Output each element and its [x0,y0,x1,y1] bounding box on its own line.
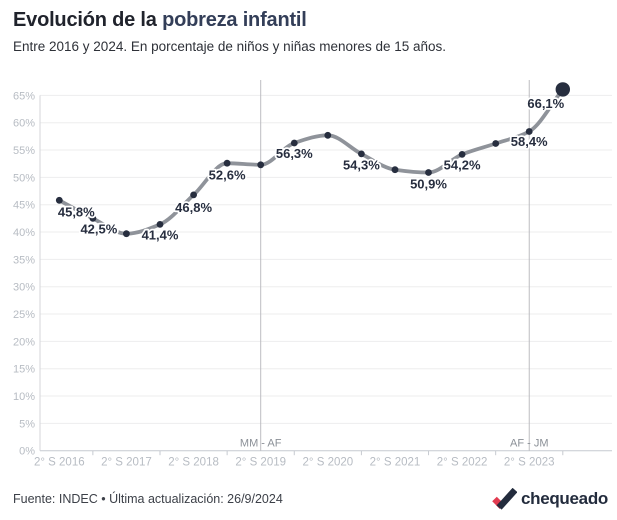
point-value-label: 58,4% [511,134,548,149]
data-point[interactable] [156,221,164,228]
point-value-label: 41,4% [142,228,179,243]
y-axis-label: 5% [19,418,35,430]
point-value-label: 46,8% [175,200,212,215]
data-point[interactable] [324,131,332,139]
data-point[interactable] [358,150,365,158]
x-axis-label: 2° S 2016 [34,457,85,469]
x-axis-ticks [92,450,564,456]
x-axis-label: 2° S 2023 [504,457,555,469]
data-point[interactable] [492,140,500,147]
chart-subtitle: Entre 2016 y 2024. En porcentaje de niño… [13,39,447,54]
x-axis-label: 2° S 2019 [235,457,286,469]
page-title: Evolución de la pobreza infantil [13,8,603,32]
poverty-trend-line [57,87,565,236]
point-value-label: 54,2% [444,158,481,173]
title-highlight: pobreza infantil [162,9,307,31]
y-axis-label: 30% [13,282,35,294]
y-axis-label: 25% [13,309,35,321]
data-points [55,82,570,238]
y-axis-label: 65% [13,90,35,102]
annotation-label: AF - JM [510,438,549,450]
y-axis-label: 10% [13,391,35,403]
x-axis-label: 2° S 2021 [370,457,421,469]
data-point[interactable] [525,128,533,135]
y-axis-label: 35% [13,254,35,266]
y-axis-label: 0% [19,446,35,458]
point-value-label: 50,9% [410,177,447,192]
y-axis-label: 20% [13,336,35,348]
data-point[interactable] [425,169,432,176]
point-value-label: 56,3% [276,146,313,161]
data-point[interactable] [123,230,130,238]
point-value-label: 42,5% [80,221,117,236]
x-axis-label: 2° S 2020 [303,457,354,469]
y-axis-labels: 0% 5% 10% 15% 20% 25% 30% 35% 40% 45% 50% 55% 60% 65% [13,90,35,457]
title-prefix: Evolución de la [13,9,163,31]
point-value-label: 54,3% [343,157,380,172]
data-point[interactable] [55,196,63,204]
x-axis-label: 2° S 2022 [437,457,488,469]
x-axis-label: 2° S 2018 [168,457,219,469]
chequeado-logo[interactable]: chequeado [492,487,608,511]
chart-canvas: 0% 5% 10% 15% 20% 25% 30% 35% 40% 45% 50% 55% 60% 65%… [13,80,612,469]
y-axis-label: 50% [13,172,35,184]
data-point[interactable] [223,159,231,167]
point-value-label: 66,1% [527,96,564,111]
source-note: Fuente: INDEC • Última actualización: 26… [13,492,283,506]
data-point[interactable] [190,191,198,199]
y-axis-label: 55% [13,145,35,157]
x-axis-label: 2° S 2017 [101,457,152,469]
data-point-latest[interactable] [555,82,570,97]
poverty-line-chart: 0% 5% 10% 15% 20% 25% 30% 35% 40% 45% 50% 55% 60% 65%… [0,66,617,470]
y-axis-label: 45% [13,200,35,212]
data-point[interactable] [257,161,265,169]
y-axis-label: 60% [13,118,35,130]
point-value-label: 45,8% [58,204,95,219]
x-axis-labels: 2° S 2016 2° S 2017 2° S 2018 2° S 2019 2° S… [34,457,555,469]
point-value-label: 52,6% [209,168,246,183]
chart-footer: Fuente: INDEC • Última actualización: 26… [13,486,608,512]
logo-wordmark: chequeado [520,489,608,508]
annotation-label: MM - AF [240,438,282,450]
chequeado-check-icon [492,487,517,510]
chart-header: Evolución de la pobreza infantil Entre 2… [13,8,603,55]
point-labels: 45,8% 42,5% 41,4% 46,8% 52,6% 56,3% 54,3% 50,9%… [56,94,566,244]
y-axis-label: 40% [13,227,35,239]
data-point[interactable] [391,166,399,174]
y-axis-label: 15% [13,364,35,376]
data-point[interactable] [290,139,298,147]
gridlines [40,94,612,452]
data-point[interactable] [458,151,466,158]
data-point[interactable] [89,215,97,222]
